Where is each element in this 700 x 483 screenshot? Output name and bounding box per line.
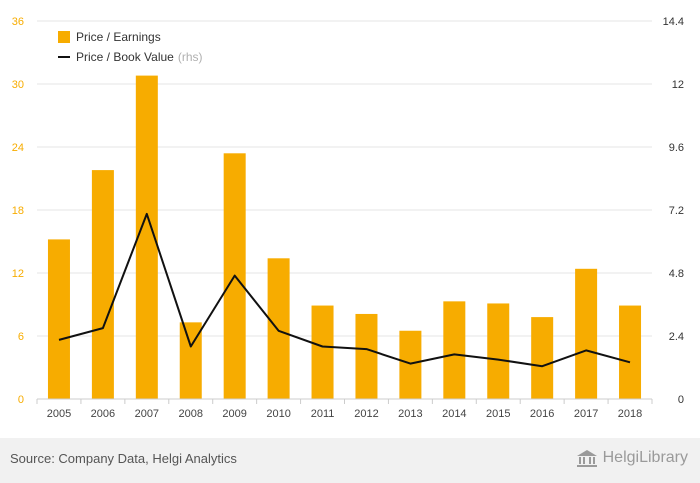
y-left-tick-label: 30 <box>12 79 24 91</box>
bar <box>443 301 466 399</box>
gridlines <box>37 20 652 337</box>
footer: Source: Company Data, Helgi Analytics He… <box>0 438 700 483</box>
bar <box>179 322 202 399</box>
x-tick-label: 2007 <box>135 408 159 420</box>
bar <box>487 303 510 399</box>
x-tick-label: 2005 <box>47 408 71 420</box>
bar <box>575 268 598 399</box>
legend-item-line: Price / Book Value (rhs) <box>58 47 203 67</box>
y-left-tick-label: 6 <box>18 331 24 343</box>
y-right-tick-label: 14.4 <box>663 16 684 28</box>
x-tick-label: 2010 <box>266 408 290 420</box>
y-right-tick-label: 9.6 <box>669 142 684 154</box>
bar <box>47 239 70 399</box>
y-left-tick-label: 0 <box>18 394 24 406</box>
x-tick-label: 2016 <box>530 408 554 420</box>
price-book-line <box>58 212 631 368</box>
bar <box>355 313 378 399</box>
legend-line-swatch <box>58 56 70 58</box>
x-tick-label: 2017 <box>574 408 598 420</box>
axes: 0 6 12 18 24 30 36 0 2.4 4.8 7.2 9.6 12 14.4 2005 2006 2… <box>12 16 684 420</box>
source-text: Source: Company Data, Helgi Analytics <box>10 451 237 466</box>
x-tick-label: 2011 <box>311 408 335 420</box>
x-tick-label: 2006 <box>91 408 115 420</box>
x-tick-label: 2008 <box>179 408 203 420</box>
y-right-tick-label: 4.8 <box>669 268 684 280</box>
library-building-icon <box>576 450 597 467</box>
brand-name: HelgiLibrary <box>602 449 688 466</box>
x-tick-label: 2014 <box>442 408 466 420</box>
y-right-tick-label: 2.4 <box>669 331 684 343</box>
x-tick-label: 2015 <box>486 408 510 420</box>
bar <box>135 75 158 399</box>
legend-item-bar: Price / Earnings <box>58 27 203 47</box>
line-series <box>58 212 631 368</box>
legend-bar-swatch <box>58 31 70 43</box>
legend-line-label: Price / Book Value <box>76 50 174 64</box>
bar <box>619 305 642 399</box>
chart-svg: 0 6 12 18 24 30 36 0 2.4 4.8 7.2 9.6 12 14.4 2005 2006 2… <box>12 16 684 420</box>
y-left-tick-label: 12 <box>12 268 24 280</box>
bar <box>531 317 554 399</box>
y-left-tick-label: 36 <box>12 16 24 28</box>
y-right-tick-label: 7.2 <box>669 205 684 217</box>
brand-logo[interactable]: HelgiLibrary <box>576 448 688 468</box>
legend: Price / Earnings Price / Book Value (rhs… <box>58 27 203 67</box>
x-tick-label: 2013 <box>398 408 422 420</box>
x-tick-label: 2018 <box>618 408 642 420</box>
x-tick-label: 2012 <box>354 408 378 420</box>
bar <box>91 170 114 399</box>
y-right-tick-label: 12 <box>672 79 684 91</box>
y-left-tick-label: 18 <box>12 205 24 217</box>
bar <box>399 330 422 399</box>
legend-bar-label: Price / Earnings <box>76 30 161 44</box>
y-left-tick-label: 24 <box>12 142 24 154</box>
bar <box>311 305 334 399</box>
x-tick-label: 2009 <box>222 408 246 420</box>
legend-line-suffix: (rhs) <box>177 50 203 64</box>
bar <box>267 258 290 399</box>
y-right-tick-label: 0 <box>678 394 684 406</box>
